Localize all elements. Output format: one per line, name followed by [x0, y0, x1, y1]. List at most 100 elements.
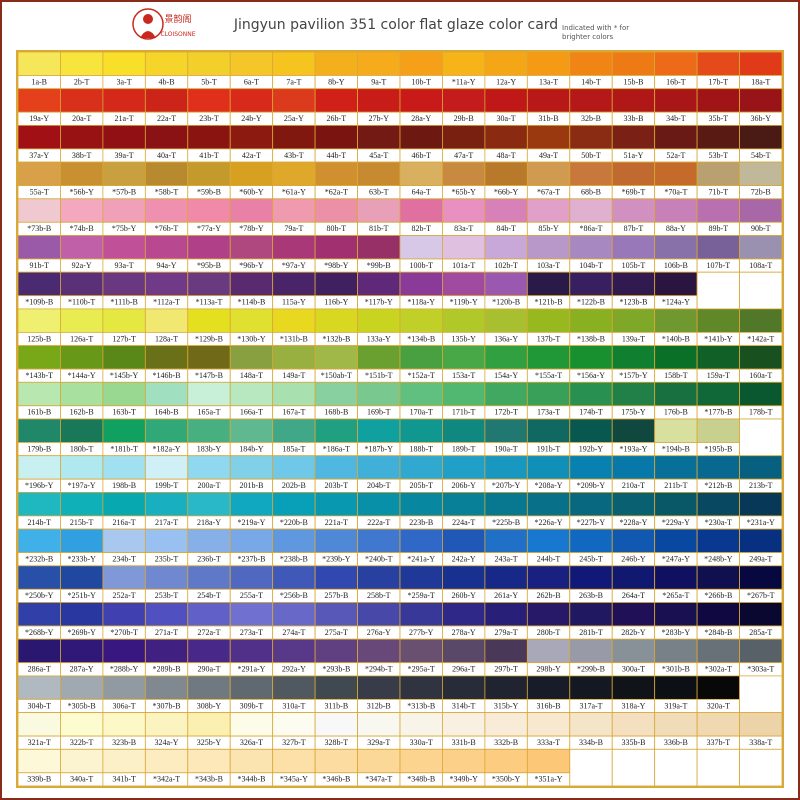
- swatch: [272, 638, 316, 664]
- swatch: [654, 88, 698, 113]
- swatch-label: 261a-Y: [494, 591, 518, 600]
- swatch: [611, 565, 656, 590]
- swatch-label: *124a-Y: [662, 298, 690, 307]
- swatch-label: *59b-B: [197, 188, 221, 197]
- swatch: [526, 308, 571, 333]
- swatch-label: 149a-T: [282, 371, 305, 380]
- swatch: [569, 455, 613, 480]
- swatch: [654, 198, 698, 223]
- swatch: [144, 565, 189, 590]
- swatch: [17, 565, 61, 590]
- swatch-label: 15b-B: [623, 77, 643, 86]
- swatch: [229, 638, 274, 664]
- swatch-label: *347a-T: [365, 775, 392, 784]
- swatch-label: 329a-T: [367, 738, 390, 747]
- swatch: [60, 712, 104, 737]
- swatch-label: 183b-Y: [197, 444, 222, 453]
- swatch: [442, 712, 486, 737]
- swatch: [229, 712, 274, 737]
- swatch: [611, 491, 656, 517]
- empty-cell: [739, 748, 783, 787]
- swatch-label: *130b-Y: [237, 334, 266, 343]
- swatch: [144, 308, 189, 333]
- swatch-label: *132b-B: [322, 334, 350, 343]
- swatch-label: 89b-T: [709, 224, 729, 233]
- swatch-label: *230a-T: [705, 518, 732, 527]
- swatch-label: 308b-Y: [197, 701, 222, 710]
- swatch: [357, 491, 401, 517]
- swatch: [102, 455, 146, 480]
- swatch: [442, 308, 486, 333]
- swatch: [17, 748, 61, 774]
- swatch-label: 263b-B: [579, 591, 603, 600]
- swatch: [272, 161, 316, 186]
- swatch-label: 272a-T: [197, 628, 220, 637]
- swatch-label: 32b-B: [581, 114, 601, 123]
- swatch: [60, 675, 104, 700]
- swatch-label: *233b-Y: [67, 555, 96, 564]
- swatch: [611, 345, 656, 370]
- swatch-label: *66b-Y: [494, 188, 519, 197]
- swatch-label: *74b-B: [70, 224, 94, 233]
- swatch-label: *147b-B: [195, 371, 223, 380]
- swatch-label: 328b-T: [325, 738, 349, 747]
- swatch-label: 108a-T: [749, 261, 772, 270]
- swatch-label: *186a-T: [323, 444, 350, 453]
- swatch: [187, 748, 231, 774]
- swatch-label: 322b-T: [70, 738, 94, 747]
- swatch-label: *227b-Y: [577, 518, 606, 527]
- swatch-label: 310a-T: [282, 701, 305, 710]
- swatch-label: 335b-B: [621, 738, 645, 747]
- swatch: [611, 125, 656, 150]
- swatch: [314, 345, 358, 370]
- swatch: [526, 161, 571, 186]
- swatch: [696, 51, 740, 76]
- swatch: [484, 308, 528, 333]
- swatch: [144, 712, 189, 737]
- swatch: [739, 161, 783, 186]
- swatch: [60, 51, 104, 76]
- swatch: [17, 712, 61, 737]
- swatch: [442, 528, 486, 553]
- swatch: [569, 345, 613, 370]
- swatch: [739, 455, 783, 480]
- swatch-label: 12a-Y: [496, 77, 516, 86]
- swatch: [526, 198, 571, 223]
- swatch: [144, 88, 189, 113]
- swatch-label: 176b-B: [664, 408, 688, 417]
- swatch: [357, 88, 401, 113]
- swatch-label: 327b-T: [282, 738, 306, 747]
- swatch: [696, 602, 740, 627]
- swatch: [314, 748, 358, 774]
- swatch: [739, 565, 783, 590]
- swatch: [484, 198, 528, 223]
- swatch: [187, 51, 231, 76]
- swatch-label: *231a-Y: [747, 518, 775, 527]
- swatch: [442, 198, 486, 223]
- swatch: [60, 491, 104, 517]
- swatch: [654, 602, 698, 627]
- swatch: [399, 125, 443, 150]
- swatch-label: 224a-T: [452, 518, 475, 527]
- swatch-label: 286a-T: [28, 665, 51, 674]
- swatch: [442, 381, 486, 407]
- swatch: [229, 565, 274, 590]
- swatch: [17, 51, 61, 76]
- swatch: [187, 528, 231, 553]
- swatch-label: 17b-T: [709, 77, 729, 86]
- swatch-label: 172b-T: [494, 408, 518, 417]
- swatch-label: *65b-Y: [451, 188, 476, 197]
- swatch-label: 325b-Y: [197, 738, 222, 747]
- swatch-label: 285a-T: [749, 628, 772, 637]
- swatch-label: *111b-B: [110, 298, 137, 307]
- swatch-label: 323b-B: [112, 738, 136, 747]
- swatch: [314, 675, 358, 700]
- swatch: [102, 125, 146, 150]
- swatch-label: 49a-T: [539, 151, 558, 160]
- swatch: [144, 381, 189, 407]
- swatch: [17, 308, 61, 333]
- swatch-label: 341b-T: [112, 775, 136, 784]
- swatch: [399, 51, 443, 76]
- swatch: [60, 198, 104, 223]
- swatch-label: *349b-Y: [449, 775, 478, 784]
